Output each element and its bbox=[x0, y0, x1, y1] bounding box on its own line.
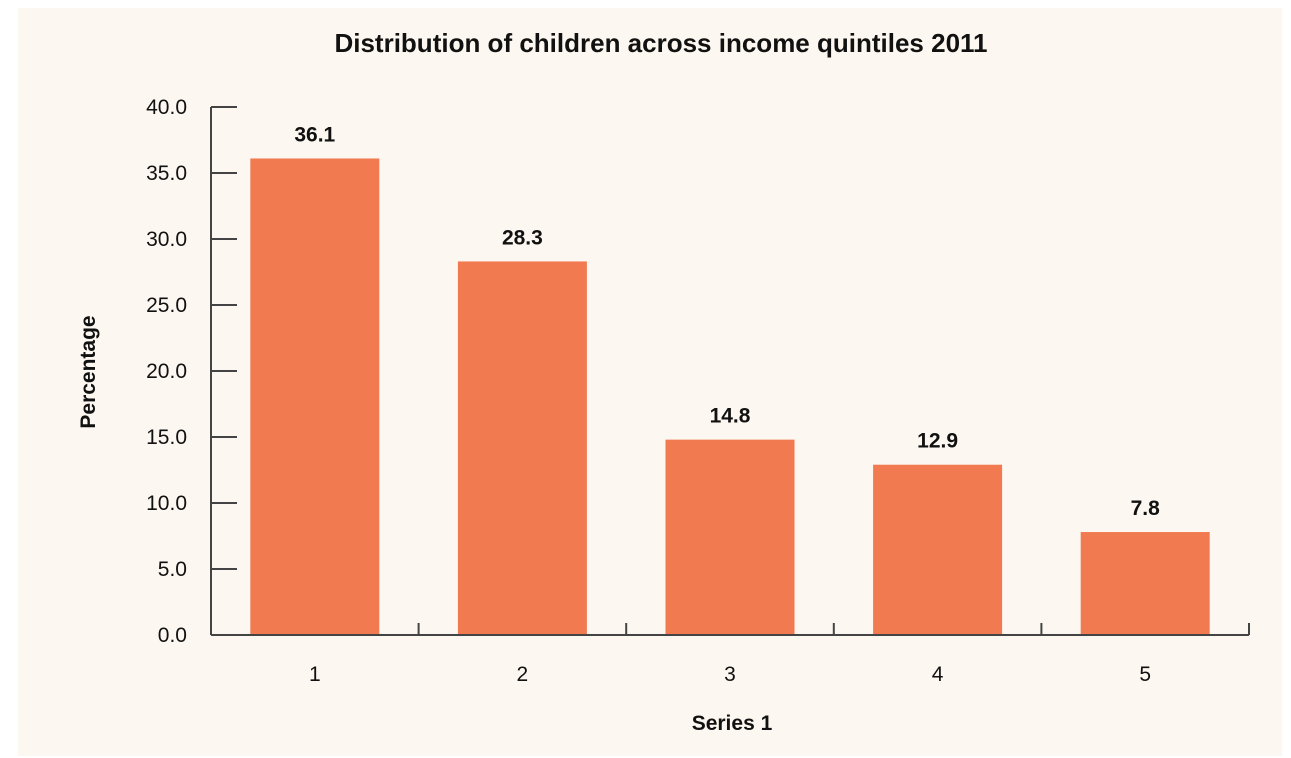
data-label-5: 7.8 bbox=[1131, 497, 1161, 520]
y-tick-label: 35.0 bbox=[146, 162, 187, 185]
x-tick-label: 4 bbox=[932, 663, 944, 686]
axes-layer bbox=[210, 106, 1250, 636]
bar-4 bbox=[873, 464, 1003, 635]
y-tick-label: 25.0 bbox=[146, 294, 187, 317]
chart-title: Distribution of children across income q… bbox=[334, 28, 987, 58]
x-axis-title: Series 1 bbox=[692, 712, 773, 735]
x-tick-label: 5 bbox=[1139, 663, 1151, 686]
labels-layer: 0.05.010.015.020.025.030.035.040.036.112… bbox=[146, 96, 1160, 686]
x-tick-label: 3 bbox=[724, 663, 736, 686]
x-tick-label: 2 bbox=[517, 663, 529, 686]
data-label-3: 14.8 bbox=[710, 405, 751, 428]
y-tick-label: 10.0 bbox=[146, 492, 187, 515]
x-tick-label: 1 bbox=[309, 663, 321, 686]
y-tick-label: 15.0 bbox=[146, 426, 187, 449]
y-tick-label: 0.0 bbox=[158, 624, 187, 647]
y-tick-label: 40.0 bbox=[146, 96, 187, 119]
y-tick-label: 5.0 bbox=[158, 558, 187, 581]
bar-1 bbox=[250, 158, 380, 636]
bars-layer bbox=[250, 158, 1210, 636]
data-label-2: 28.3 bbox=[502, 226, 543, 249]
data-label-1: 36.1 bbox=[294, 123, 335, 146]
y-tick-label: 30.0 bbox=[146, 228, 187, 251]
bar-5 bbox=[1080, 532, 1210, 635]
bar-2 bbox=[457, 261, 587, 635]
chart-panel bbox=[18, 8, 1282, 756]
bar-3 bbox=[665, 439, 795, 635]
y-axis-title: Percentage bbox=[77, 315, 100, 428]
y-tick-label: 20.0 bbox=[146, 360, 187, 383]
data-label-4: 12.9 bbox=[917, 430, 958, 453]
